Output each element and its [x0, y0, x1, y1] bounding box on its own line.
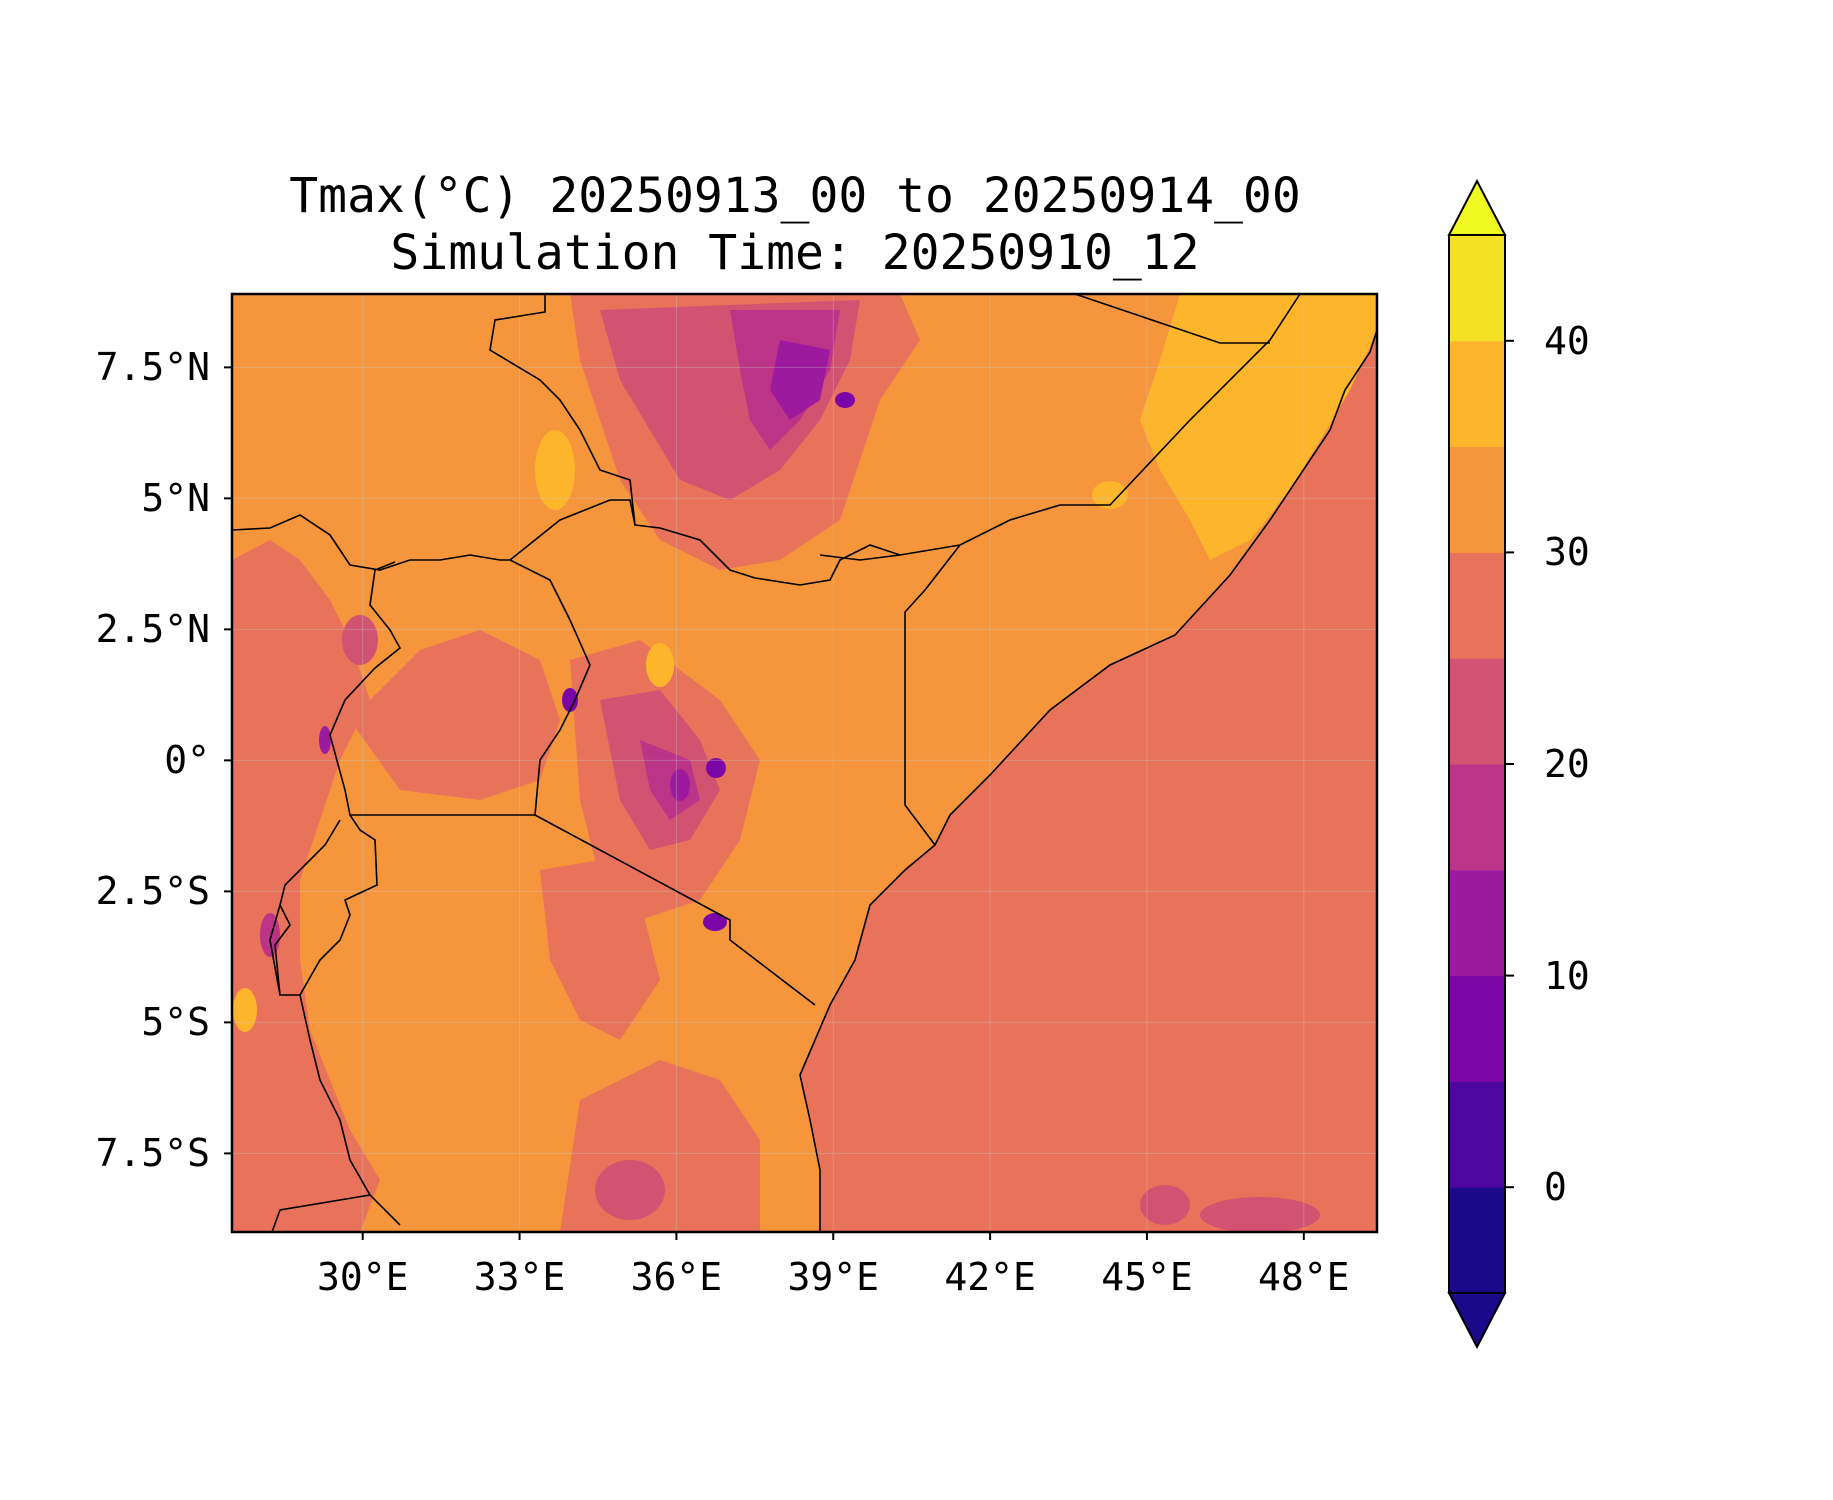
lon-tick-label: 33°E: [473, 1255, 566, 1299]
somalia-hot-zone: [1140, 294, 1377, 560]
colorbar-tick-label: 20: [1544, 742, 1590, 786]
colorbar-bin: [1449, 235, 1505, 342]
south-sudan-border: [232, 514, 510, 571]
colorbar-extend-max: [1447, 178, 1507, 236]
colorbar-extend-min: [1447, 1292, 1507, 1350]
boundaries: [232, 294, 1377, 1232]
lat-tick-label: 2.5°S: [95, 869, 210, 914]
sudan-ethiopia-border: [489, 294, 636, 526]
ethiopia-highlands-peak: [770, 340, 830, 420]
hot-spot: [535, 430, 575, 510]
kenya-ethiopia-border: [509, 499, 901, 586]
lat-tick-label: 5°N: [141, 476, 210, 521]
cold-spot: [835, 392, 855, 408]
colorbar-bin: [1449, 658, 1505, 765]
colorbar-tick-label: 40: [1544, 318, 1590, 363]
cold-spot: [706, 758, 726, 778]
kenya-highlands-cold: [640, 740, 700, 820]
zambia-border: [271, 1194, 371, 1232]
cool-spot: [1140, 1185, 1190, 1225]
colorbar-bin: [1449, 340, 1505, 448]
indian-ocean-fill: [800, 330, 1377, 1232]
hot-spot: [646, 643, 674, 687]
cold-spot: [260, 913, 280, 957]
plot-title: Tmax(°C) 20250913_00 to 20250914_00: [289, 168, 1301, 224]
lat-tick-label: 5°S: [141, 1000, 210, 1045]
colorbar-bin: [1449, 764, 1505, 871]
colorbar: [1447, 178, 1514, 1350]
kenya-somalia-border: [904, 544, 961, 846]
lat-tick-label: 0°: [164, 738, 210, 783]
temperature-field: [232, 294, 1377, 1232]
colorbar-bin: [1449, 975, 1505, 1082]
lon-tick-label: 48°E: [1258, 1255, 1350, 1299]
lon-tick-label: 36°E: [630, 1255, 723, 1299]
plot-subtitle: Simulation Time: 20250910_12: [390, 225, 1200, 281]
uganda-cool-zone: [350, 630, 560, 800]
cold-spot: [670, 769, 690, 801]
uganda-border: [329, 559, 591, 816]
cool-spot: [1200, 1197, 1320, 1232]
western-cool-zone: [232, 540, 380, 1232]
lat-tick-label: 2.5°N: [95, 607, 210, 652]
cold-spot: [319, 726, 331, 754]
cold-spot: [703, 913, 727, 931]
hot-spot: [1092, 481, 1128, 509]
coastline: [799, 329, 1377, 1232]
colorbar-bin: [1449, 1187, 1505, 1294]
colorbar-tick-label: 10: [1544, 953, 1590, 998]
lat-tick-label: 7.5°N: [95, 345, 210, 390]
lon-tick-label: 39°E: [787, 1255, 880, 1299]
lon-tick-label: 45°E: [1101, 1255, 1193, 1299]
lat-tick-label: 7.5°S: [95, 1131, 210, 1176]
lat-tick-marks: [224, 366, 232, 1155]
lon-tick-label: 30°E: [316, 1255, 409, 1299]
colorbar-bin: [1449, 552, 1505, 659]
colorbar-tick-label: 0: [1544, 1165, 1567, 1210]
hot-spot: [233, 988, 257, 1032]
colorbar-tick-label: 30: [1544, 530, 1590, 575]
cold-spot: [562, 688, 578, 712]
somalia-ethiopia-border: [819, 294, 1301, 561]
colorbar-bin: [1449, 446, 1505, 553]
cool-spot: [595, 1160, 665, 1220]
colorbar-bin: [1449, 1081, 1505, 1188]
lon-tick-label: 42°E: [944, 1255, 1036, 1299]
map-frame: [230, 292, 1379, 1234]
lon-tick-marks: [361, 1232, 1305, 1240]
colorbar-bin: [1449, 869, 1505, 977]
cool-spot: [342, 615, 378, 665]
gridlines: [232, 294, 1377, 1232]
somaliland-border: [1074, 294, 1270, 344]
lake-tanganyika-shore: [269, 904, 281, 996]
kenya-tanzania-border: [534, 814, 816, 1006]
